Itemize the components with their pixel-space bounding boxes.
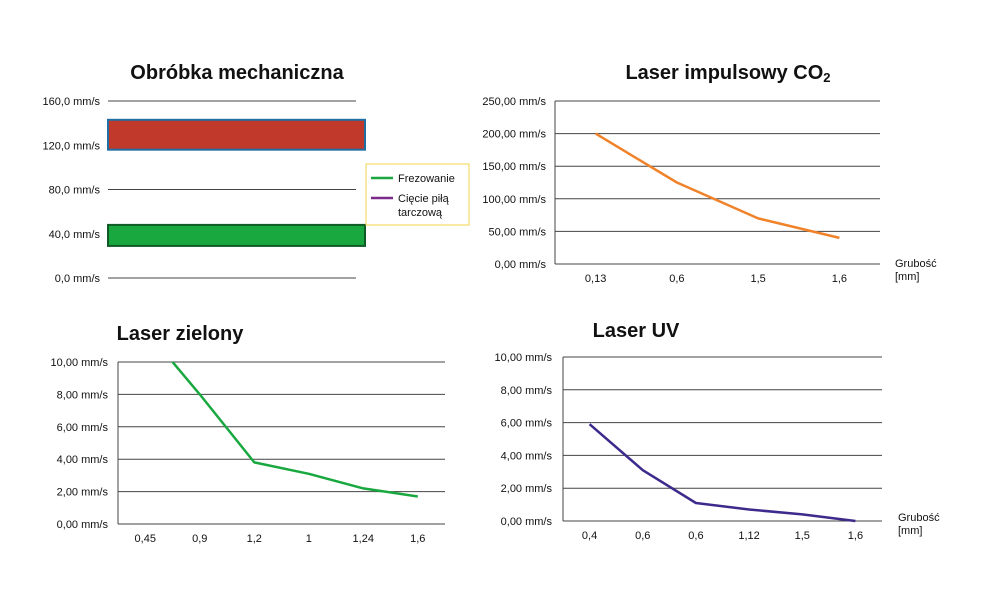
bars: [107, 118, 366, 247]
y-tick-label: 4,00 mm/s: [57, 454, 109, 466]
x-tick-labels: 0,4 0,6 0,6 1,12 1,5 1,6: [582, 530, 863, 542]
legend-label-ciecie: Cięcie piłą tarczową: [398, 193, 452, 219]
gridlines: [117, 361, 445, 525]
x-tick-label: 0,6: [688, 530, 703, 542]
chart-obrobka-mechaniczna: Obróbka mechaniczna 0,0 mm/s 40,0 mm/s 80,…: [43, 62, 470, 285]
chart-title: Laser impulsowy CO2: [625, 62, 830, 85]
chart-laser-uv: Laser UV 0,00 mm/s 2,00 mm/s 4,00 mm/s 6,00…: [495, 320, 943, 542]
y-tick-label: 10,00 mm/s: [495, 352, 553, 364]
y-tick-label: 100,00 mm/s: [482, 194, 546, 206]
y-tick-label: 160,0 mm/s: [43, 96, 101, 108]
x-tick-label: 1,6: [848, 530, 863, 542]
y-tick-labels: 0,0 mm/s 40,0 mm/s 80,0 mm/s 120,0 mm/s 160,…: [43, 96, 101, 285]
x-tick-label: 0,4: [582, 530, 597, 542]
y-tick-label: 200,00 mm/s: [482, 129, 546, 141]
series-line: [588, 423, 856, 523]
y-tick-label: 4,00 mm/s: [501, 450, 553, 462]
y-tick-label: 150,00 mm/s: [482, 161, 546, 173]
y-tick-label: 250,00 mm/s: [482, 96, 546, 108]
y-tick-label: 40,0 mm/s: [49, 229, 101, 241]
chart-title: Laser zielony: [117, 323, 245, 345]
y-tick-label: 0,00 mm/s: [501, 516, 553, 528]
x-tick-label: 0,6: [635, 530, 650, 542]
y-tick-label: 6,00 mm/s: [57, 422, 109, 434]
y-tick-label: 6,00 mm/s: [501, 418, 553, 430]
bar-frezowanie: [107, 223, 366, 247]
legend: Frezowanie Cięcie piłą tarczową: [365, 163, 470, 226]
x-axis-label: Grubość [mm]: [895, 258, 940, 283]
x-tick-label: 0,13: [585, 273, 606, 285]
y-tick-label: 80,0 mm/s: [49, 185, 101, 197]
y-tick-label: 10,00 mm/s: [51, 357, 109, 369]
chart-title: Obróbka mechaniczna: [130, 62, 344, 84]
bar-ciecie: [107, 118, 366, 151]
gridlines: [562, 356, 882, 522]
chart-title: Laser UV: [593, 320, 680, 342]
y-tick-label: 8,00 mm/s: [501, 385, 553, 397]
y-tick-label: 8,00 mm/s: [57, 389, 109, 401]
series: [588, 423, 856, 523]
x-tick-label: 1,6: [832, 273, 847, 285]
x-tick-label: 1,5: [795, 530, 810, 542]
x-tick-labels: 0,13 0,6 1,5 1,6: [585, 273, 847, 285]
y-tick-labels: 0,00 mm/s 2,00 mm/s 4,00 mm/s 6,00 mm/s 8,00…: [51, 357, 109, 531]
x-tick-label: 0,6: [669, 273, 684, 285]
y-tick-label: 120,0 mm/s: [43, 140, 101, 152]
series-line: [170, 362, 418, 498]
series: [170, 362, 418, 498]
legend-label-frezowanie: Frezowanie: [398, 173, 455, 185]
x-tick-label: 0,45: [135, 533, 156, 545]
y-tick-label: 0,00 mm/s: [495, 259, 547, 271]
x-tick-label: 1,12: [738, 530, 759, 542]
chart-laser-zielony: Laser zielony 0,00 mm/s 2,00 mm/s 4,00 mm/…: [51, 323, 445, 545]
y-tick-label: 50,00 mm/s: [489, 226, 547, 238]
chart-laser-impulsowy-co2: Laser impulsowy CO2 0,00 mm/s 50,00 mm/s 1…: [482, 62, 940, 285]
x-tick-label: 0,9: [192, 533, 207, 545]
y-tick-label: 0,00 mm/s: [57, 519, 109, 531]
x-tick-label: 1,5: [750, 273, 765, 285]
y-tick-label: 0,0 mm/s: [55, 273, 101, 285]
x-tick-label: 1,6: [410, 533, 425, 545]
gridlines: [554, 100, 880, 265]
legend-box: [365, 163, 470, 226]
y-tick-label: 2,00 mm/s: [501, 483, 553, 495]
x-tick-label: 1,24: [353, 533, 374, 545]
x-axis-label: Grubość [mm]: [898, 512, 943, 537]
y-tick-labels: 0,00 mm/s 2,00 mm/s 4,00 mm/s 6,00 mm/s 8,00…: [495, 352, 553, 528]
y-tick-labels: 0,00 mm/s 50,00 mm/s 100,00 mm/s 150,00 mm/…: [482, 96, 546, 271]
y-tick-label: 2,00 mm/s: [57, 487, 109, 499]
series-line: [594, 132, 840, 240]
x-tick-label: 1: [306, 533, 312, 545]
x-tick-labels: 0,45 0,9 1,2 1 1,24 1,6: [135, 533, 426, 545]
series: [594, 132, 840, 240]
x-tick-label: 1,2: [247, 533, 262, 545]
